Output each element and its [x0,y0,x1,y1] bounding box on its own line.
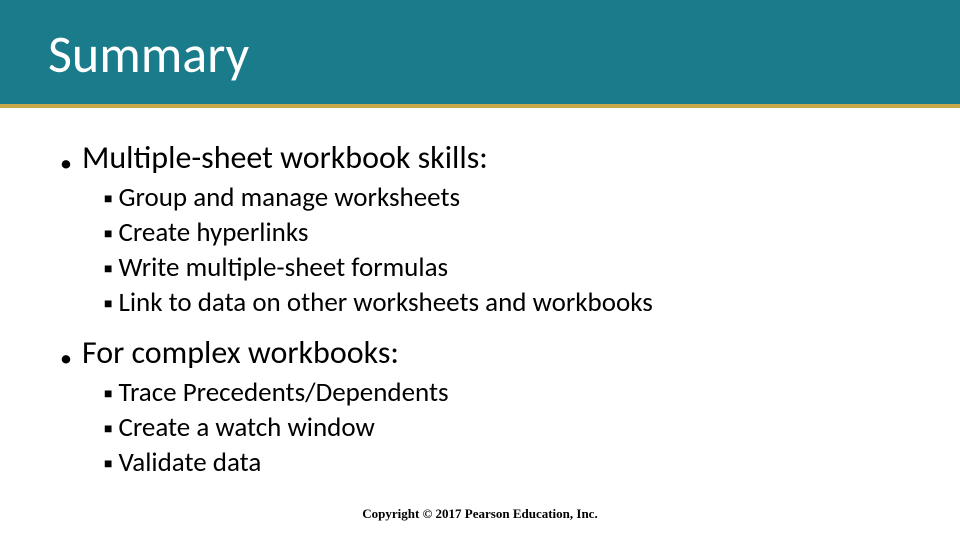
square-bullet-icon: ■ [104,420,112,437]
bullet-text: Multiple-sheet workbook skills: [82,138,488,177]
sub-bullet-text: Create a watch window [118,411,374,444]
sub-bullet-item: ■ Create hyperlinks [104,216,910,249]
sub-bullet-text: Create hyperlinks [118,216,308,249]
sub-bullet-item: ■ Validate data [104,446,910,479]
sub-bullet-item: ■ Link to data on other worksheets and w… [104,286,910,319]
title-band: Summary [0,0,960,108]
sub-bullet-item: ■ Trace Precedents/Dependents [104,376,910,409]
bullet-item: • Multiple-sheet workbook skills: [60,138,910,177]
square-bullet-icon: ■ [104,385,112,402]
sub-list: ■ Trace Precedents/Dependents ■ Create a… [104,376,910,479]
square-bullet-icon: ■ [104,295,112,312]
square-bullet-icon: ■ [104,260,112,277]
square-bullet-icon: ■ [104,190,112,207]
bullet-item: • For complex workbooks: [60,333,910,372]
sub-bullet-item: ■ Write multiple-sheet formulas [104,251,910,284]
sub-bullet-item: ■ Group and manage worksheets [104,181,910,214]
slide-title: Summary [48,22,249,86]
square-bullet-icon: ■ [104,455,112,472]
sub-list: ■ Group and manage worksheets ■ Create h… [104,181,910,319]
sub-bullet-text: Group and manage worksheets [118,181,460,214]
copyright-footer: Copyright © 2017 Pearson Education, Inc. [0,506,960,522]
sub-bullet-text: Validate data [118,446,261,479]
sub-bullet-text: Link to data on other worksheets and wor… [118,286,652,319]
square-bullet-icon: ■ [104,225,112,242]
slide: Summary • Multiple-sheet workbook skills… [0,0,960,540]
bullet-text: For complex workbooks: [82,333,399,372]
sub-bullet-text: Write multiple-sheet formulas [118,251,448,284]
sub-bullet-item: ■ Create a watch window [104,411,910,444]
circle-bullet-icon: • [60,347,72,371]
circle-bullet-icon: • [60,152,72,176]
content-area: • Multiple-sheet workbook skills: ■ Grou… [0,108,960,479]
gold-divider [0,104,960,108]
sub-bullet-text: Trace Precedents/Dependents [118,376,448,409]
